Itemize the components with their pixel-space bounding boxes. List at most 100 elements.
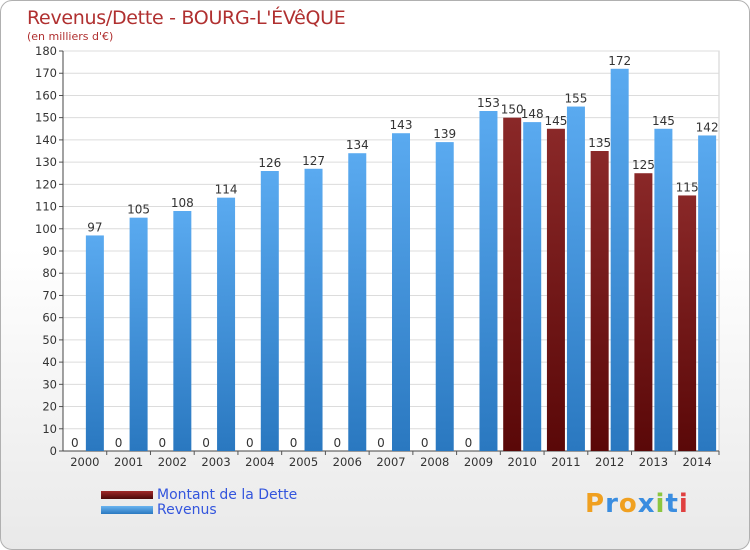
legend-item-dette: Montant de la Dette [101, 487, 297, 503]
logo-letter: o [618, 489, 638, 519]
data-label-revenus: 142 [696, 120, 719, 134]
y-tick-label: 50 [42, 333, 57, 347]
data-label-dette: 0 [421, 436, 429, 450]
y-tick-label: 180 [35, 44, 57, 58]
data-label-revenus: 126 [258, 156, 281, 170]
data-label-revenus: 155 [564, 92, 587, 106]
data-label-dette: 150 [501, 103, 524, 117]
data-label-dette: 0 [333, 436, 341, 450]
legend-swatch-revenus [101, 506, 153, 514]
chart-subtitle: (en milliers d'€) [27, 30, 114, 43]
bar-revenus [610, 68, 629, 452]
y-tick-label: 160 [35, 88, 57, 102]
y-tick-label: 170 [35, 66, 57, 80]
bar-dette [678, 195, 697, 451]
logo-letter: t [665, 489, 679, 519]
y-tick-label: 150 [35, 111, 57, 125]
data-label-dette: 125 [632, 158, 655, 172]
data-label-dette: 0 [377, 436, 385, 450]
bar-revenus [260, 171, 279, 451]
bar-dette [546, 128, 565, 451]
data-label-dette: 0 [159, 436, 167, 450]
x-tick-label: 2006 [333, 455, 362, 469]
data-label-revenus: 148 [521, 107, 544, 121]
bar-revenus [392, 133, 410, 451]
data-label-revenus: 143 [390, 118, 413, 132]
y-tick-label: 90 [42, 244, 57, 258]
data-label-dette: 115 [676, 180, 699, 194]
legend-swatch-dette [101, 491, 153, 499]
y-tick-label: 70 [42, 288, 57, 302]
data-label-dette: 0 [202, 436, 210, 450]
x-tick-label: 2003 [201, 455, 230, 469]
y-tick-label: 10 [42, 422, 57, 436]
data-label-revenus: 153 [477, 96, 500, 110]
y-tick-label: 100 [35, 222, 57, 236]
x-tick-label: 2004 [245, 455, 274, 469]
bar-dette [503, 117, 522, 452]
bar-revenus [304, 168, 323, 451]
y-tick-label: 40 [42, 355, 57, 369]
y-tick-label: 20 [42, 400, 57, 414]
legend-item-revenus: Revenus [101, 502, 217, 518]
logo-letter: i [655, 489, 666, 519]
y-tick-label: 130 [35, 155, 57, 169]
data-label-dette: 0 [246, 436, 254, 450]
y-tick-label: 120 [35, 177, 57, 191]
data-label-dette: 0 [465, 436, 473, 450]
bar-revenus [435, 142, 454, 451]
x-tick-label: 2001 [114, 455, 143, 469]
x-tick-label: 2012 [595, 455, 624, 469]
bar-revenus [479, 111, 498, 451]
bar-revenus [217, 197, 236, 451]
y-tick-label: 60 [42, 311, 57, 325]
bar-revenus [173, 211, 192, 451]
x-tick-label: 2013 [639, 455, 668, 469]
data-label-dette: 0 [115, 436, 123, 450]
data-label-revenus: 134 [346, 138, 369, 152]
legend-label-revenus: Revenus [157, 502, 217, 518]
x-tick-label: 2014 [682, 455, 711, 469]
logo-letter: x [637, 489, 656, 519]
x-tick-label: 2009 [464, 455, 493, 469]
data-label-revenus: 105 [127, 203, 150, 217]
proxiti-logo: Proxiti [585, 489, 689, 519]
x-tick-label: 2002 [158, 455, 187, 469]
x-tick-label: 2005 [289, 455, 318, 469]
data-label-revenus: 172 [608, 54, 631, 68]
data-label-dette: 0 [71, 436, 79, 450]
bar-revenus [523, 122, 542, 451]
x-tick-label: 2000 [70, 455, 99, 469]
bar-revenus [85, 235, 104, 451]
legend-label-dette: Montant de la Dette [157, 487, 298, 503]
x-tick-label: 2010 [508, 455, 537, 469]
y-tick-label: 140 [35, 133, 57, 147]
chart-title: Revenus/Dette - BOURG-L'ÉVêQUE [27, 7, 346, 29]
x-tick-label: 2011 [551, 455, 580, 469]
data-label-revenus: 139 [433, 127, 456, 141]
bar-revenus [129, 217, 148, 451]
y-tick-label: 110 [35, 200, 57, 214]
logo-letter: i [678, 489, 689, 519]
x-tick-label: 2008 [420, 455, 449, 469]
x-tick-label: 2007 [376, 455, 405, 469]
bar-dette [634, 173, 653, 451]
y-tick-label: 80 [42, 266, 57, 280]
logo-letter: r [605, 489, 619, 519]
bar-revenus [348, 153, 367, 451]
logo-letter: P [585, 489, 606, 519]
y-tick-label: 0 [50, 444, 57, 458]
bar-revenus [566, 106, 585, 452]
data-label-revenus: 127 [302, 154, 325, 168]
data-label-revenus: 97 [87, 220, 102, 234]
bar-revenus [654, 128, 673, 451]
y-tick-label: 30 [42, 377, 57, 391]
bar-revenus [698, 135, 717, 451]
data-label-revenus: 145 [652, 114, 675, 128]
data-label-revenus: 108 [171, 196, 194, 210]
bar-dette [590, 151, 609, 451]
data-label-dette: 135 [588, 136, 611, 150]
data-label-dette: 145 [544, 114, 567, 128]
